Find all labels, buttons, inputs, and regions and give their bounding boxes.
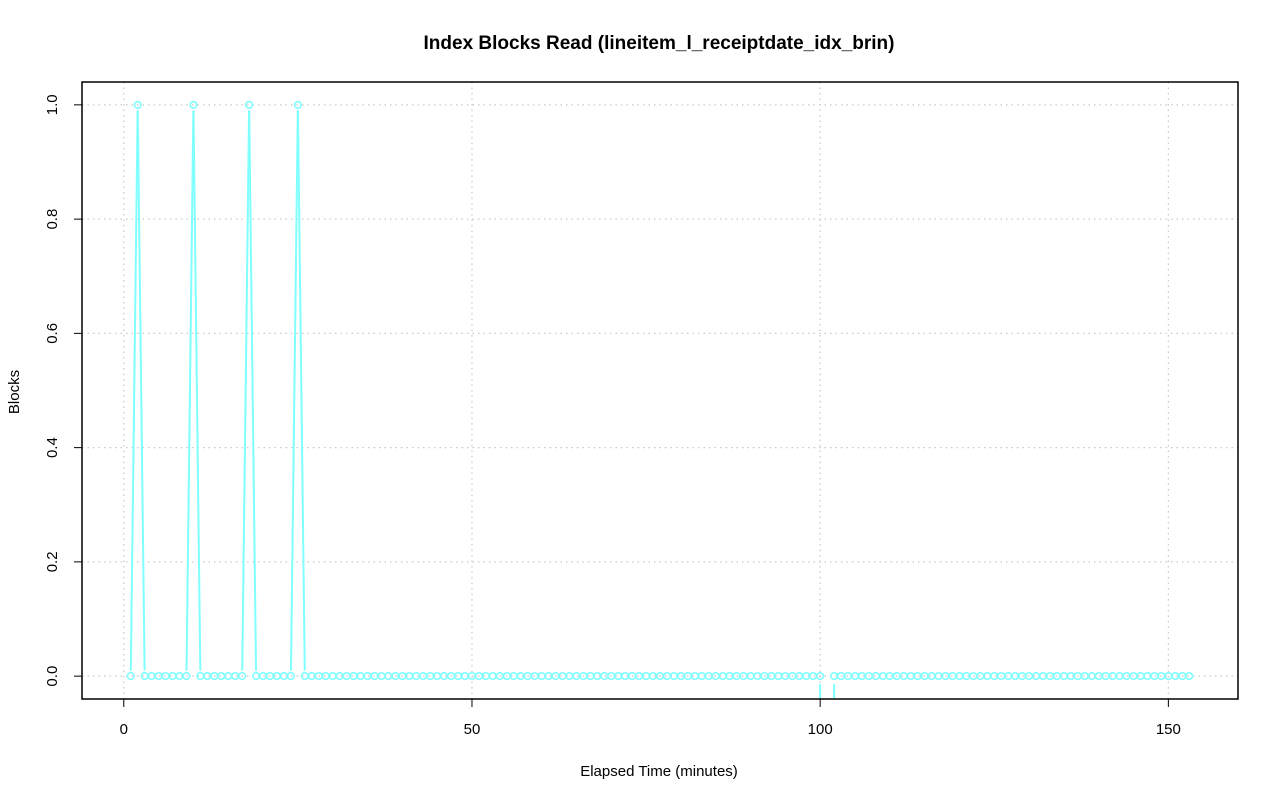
data-point bbox=[781, 672, 790, 681]
data-point bbox=[558, 672, 567, 681]
data-point bbox=[704, 672, 713, 681]
data-point bbox=[495, 672, 504, 681]
series-segment bbox=[192, 110, 202, 671]
y-axis: 0.0 0.2 0.4 0.6 0.8 1.0 bbox=[44, 94, 83, 687]
data-point bbox=[453, 672, 463, 681]
data-point bbox=[816, 672, 825, 681]
data-point bbox=[530, 672, 539, 681]
data-point bbox=[126, 672, 135, 681]
data-point bbox=[843, 672, 853, 681]
data-point bbox=[1045, 672, 1055, 681]
data-point bbox=[154, 672, 163, 681]
data-point bbox=[133, 100, 142, 109]
data-point bbox=[140, 672, 149, 681]
y-tick-label: 0.2 bbox=[44, 551, 61, 572]
x-axis: 0 50 100 150 bbox=[120, 698, 1181, 738]
series-segment bbox=[241, 110, 251, 671]
y-axis-label: Blocks bbox=[6, 370, 23, 414]
grid-lines bbox=[82, 82, 1238, 699]
data-point bbox=[1094, 672, 1103, 681]
data-point bbox=[899, 672, 908, 681]
data-point bbox=[885, 672, 894, 681]
data-point bbox=[1122, 672, 1131, 681]
data-point bbox=[391, 672, 400, 681]
data-point bbox=[217, 672, 226, 681]
data-point bbox=[426, 672, 435, 681]
data-point bbox=[871, 672, 880, 681]
data-point bbox=[363, 672, 372, 681]
data-point bbox=[286, 672, 296, 681]
data-point bbox=[258, 672, 268, 681]
series-segment bbox=[296, 110, 306, 671]
data-point bbox=[349, 672, 358, 681]
data-point bbox=[795, 672, 804, 681]
data-point bbox=[976, 672, 985, 681]
series-segment bbox=[185, 110, 195, 671]
data-point bbox=[238, 672, 247, 681]
y-tick-label: 0.8 bbox=[44, 209, 61, 230]
x-tick-label: 150 bbox=[1156, 721, 1181, 738]
data-point bbox=[990, 672, 999, 681]
data-point bbox=[809, 672, 818, 681]
x-tick-label: 0 bbox=[120, 721, 128, 738]
x-tick-label: 50 bbox=[464, 721, 481, 738]
data-point bbox=[635, 672, 644, 681]
data-point bbox=[1185, 672, 1194, 681]
data-point bbox=[245, 100, 254, 109]
y-tick-label: 1.0 bbox=[44, 94, 61, 115]
data-point bbox=[182, 672, 191, 681]
data-point bbox=[739, 672, 748, 681]
data-point bbox=[1004, 672, 1013, 681]
y-tick-label: 0.6 bbox=[44, 323, 61, 344]
data-point bbox=[189, 100, 198, 109]
data-point bbox=[231, 672, 240, 681]
data-point bbox=[1018, 672, 1027, 681]
data-point bbox=[1080, 672, 1089, 681]
data-point bbox=[293, 100, 302, 109]
data-point bbox=[662, 672, 672, 681]
series-segment bbox=[289, 110, 299, 671]
y-tick-label: 0.4 bbox=[44, 437, 61, 458]
data-point bbox=[1108, 672, 1117, 681]
data-point bbox=[572, 672, 581, 681]
data-point bbox=[1150, 672, 1159, 681]
data-point bbox=[913, 672, 922, 681]
x-axis-label: Elapsed Time (minutes) bbox=[580, 763, 738, 780]
chart-title: Index Blocks Read (lineitem_l_receiptdat… bbox=[424, 33, 895, 54]
data-point bbox=[600, 672, 609, 681]
series-segment bbox=[129, 110, 139, 671]
x-tick-label: 100 bbox=[808, 721, 833, 738]
series-segment bbox=[136, 110, 146, 671]
data-point bbox=[767, 672, 776, 681]
series-blocks bbox=[126, 100, 1194, 699]
y-tick-label: 0.0 bbox=[44, 666, 61, 687]
data-point bbox=[676, 672, 685, 681]
series-segment bbox=[248, 110, 258, 671]
data-point bbox=[321, 672, 330, 681]
